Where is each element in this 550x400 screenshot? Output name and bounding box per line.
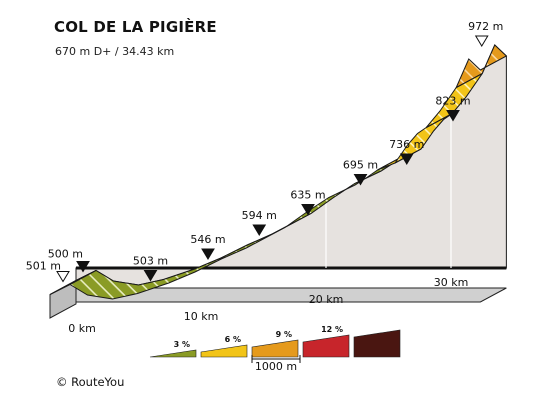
legend-label: 6 % (225, 335, 241, 344)
profile-top-surface (49, 44, 508, 300)
marker-label: 500 m (48, 248, 83, 261)
marker-triangle (56, 271, 70, 283)
marker-label: 635 m (290, 189, 325, 202)
back-wall (75, 44, 507, 286)
marker-label: 695 m (343, 159, 378, 172)
marker-triangle (353, 174, 368, 186)
profile-base (49, 279, 507, 319)
legend-label: 3 % (174, 340, 190, 349)
marker-triangle (201, 248, 215, 260)
marker-triangle (301, 204, 315, 216)
page-subtitle: 670 m D+ / 34.43 km (55, 45, 175, 58)
marker-label: 594 m (242, 209, 277, 222)
marker-triangle (76, 261, 90, 273)
marker-triangle (252, 224, 267, 236)
marker-label: 501 m (26, 260, 61, 273)
x-axis-ticks: 0 km 10 km 20 km 30 km (68, 276, 468, 335)
marker-triangle (446, 110, 460, 122)
x-tick-label: 30 km (434, 276, 469, 289)
page-title: COL DE LA PIGIÈRE (54, 18, 217, 36)
marker-triangle (474, 35, 489, 47)
legend-label: 12 % (321, 325, 343, 334)
legend-swatch (302, 334, 350, 358)
marker-triangle (399, 153, 414, 165)
marker-label: 503 m (133, 255, 168, 268)
x-tick-label: 20 km (309, 293, 344, 306)
legend-swatch (149, 349, 197, 358)
legend-swatch (251, 339, 299, 358)
marker-label: 736 m (389, 138, 424, 151)
marker-triangle (143, 270, 158, 282)
copyright-credit: © RouteYou (56, 375, 125, 389)
gradient-legend: 3 % 6 % 9 % 12 % 1000 m (149, 325, 401, 373)
marker-label: 823 m (435, 95, 470, 108)
x-tick-label: 10 km (184, 310, 219, 323)
scale-label: 1000 m (255, 360, 297, 373)
marker-label: 546 m (190, 233, 225, 246)
x-tick-label: 0 km (68, 322, 96, 335)
profile-segment (455, 44, 508, 89)
legend-swatch (353, 329, 401, 358)
marker-label: 972 m (468, 20, 503, 33)
legend-label: 9 % (276, 330, 292, 339)
legend-swatch (200, 344, 248, 358)
profile-wall (75, 44, 507, 286)
